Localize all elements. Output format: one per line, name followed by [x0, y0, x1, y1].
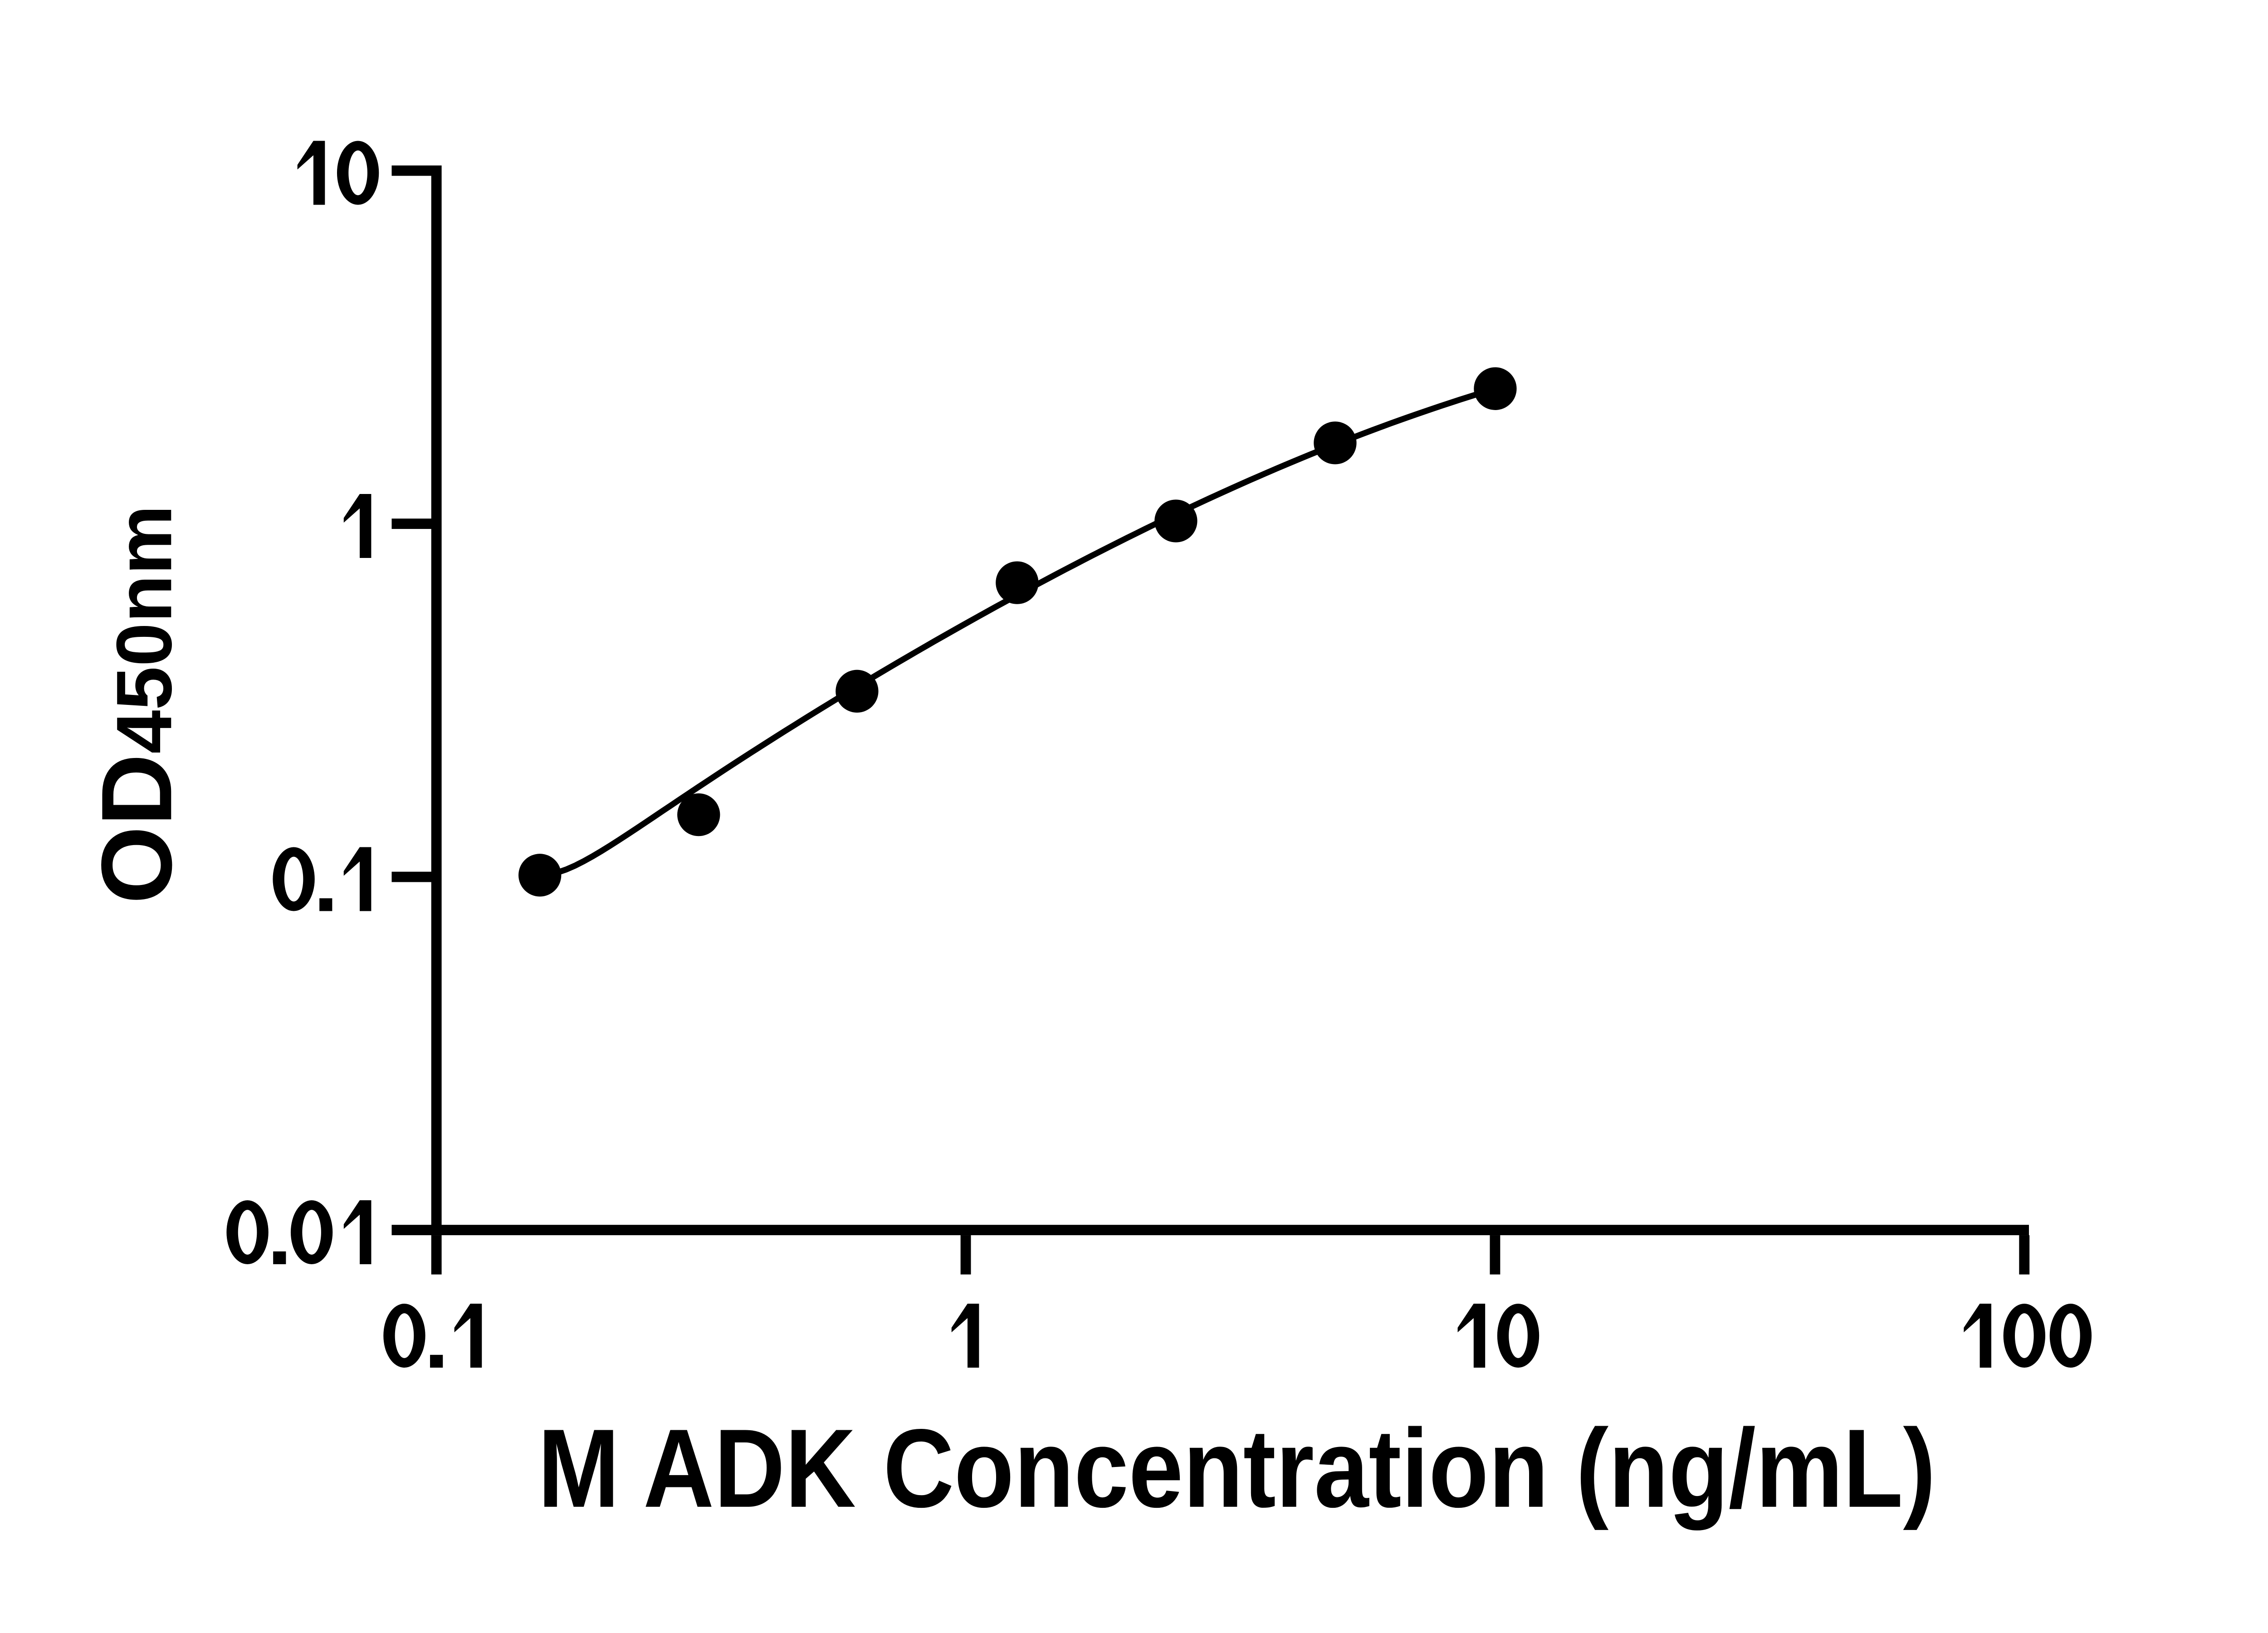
svg-text:M ADK Concentration (ng/mL): M ADK Concentration (ng/mL)	[538, 1406, 1936, 1531]
svg-text:OD450nm: OD450nm	[80, 505, 192, 904]
